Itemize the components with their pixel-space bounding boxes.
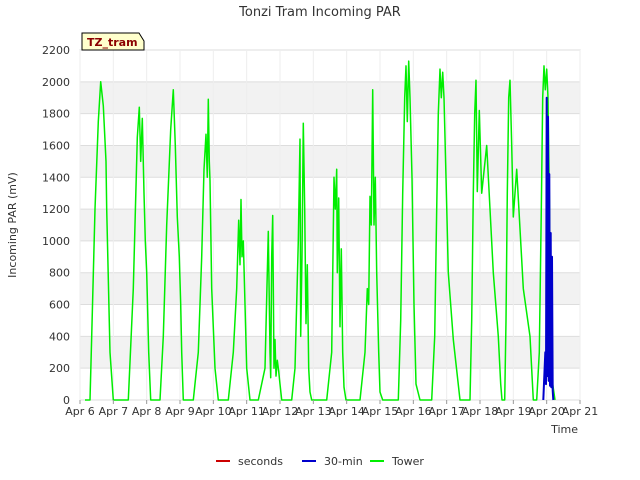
x-tick-label: Apr 10 [195,405,232,418]
x-tick-label: Apr 18 [462,405,499,418]
x-tick-label: Apr 21 [562,405,599,418]
y-tick-label: 400 [49,330,70,343]
grid-band [80,145,580,178]
legend-label: Tower [391,455,424,468]
series-line-tower [85,60,556,401]
y-axis-title: Incoming PAR (mV) [6,172,19,278]
y-tick-label: 2200 [42,44,70,57]
series-layer [85,60,556,401]
x-tick-label: Apr 11 [228,405,265,418]
grid-band [80,81,580,114]
x-tick-label: Apr 6 [65,405,95,418]
x-tick-label: Apr 15 [362,405,399,418]
x-tick-label: Apr 19 [495,405,532,418]
site-tag-label: TZ_tram [87,36,138,49]
y-tick-label: 200 [49,362,70,375]
x-tick-label: Apr 16 [395,405,432,418]
y-axis-ticks: 0 200 400 600 800 1000 1200 1400 1600 1800 2000 220… [42,44,70,407]
x-tick-label: Apr 9 [165,405,195,418]
y-tick-label: 0 [63,394,70,407]
x-tick-label: Apr 8 [132,405,162,418]
site-tag-box [81,32,145,51]
legend: seconds 30-min Tower [216,455,424,468]
grid-band [80,209,580,241]
x-tick-label: Apr 14 [328,405,365,418]
grid-bands [80,81,580,369]
y-tick-label: 1200 [42,203,70,216]
y-tick-label: 1400 [42,171,70,184]
y-tick-label: 1800 [42,108,70,121]
grid-band [80,272,580,305]
legend-label: seconds [238,455,283,468]
x-tick-label: Apr 7 [99,405,129,418]
x-tick-label: Apr 17 [428,405,465,418]
site-tag: TZ_tram [81,32,145,51]
legend-label: 30-min [324,455,363,468]
y-tick-label: 1000 [42,235,70,248]
series-line-30-min [542,96,555,401]
y-tick-label: 2000 [42,76,70,89]
x-tick-label: Apr 12 [262,405,299,418]
x-tick-label: Apr 20 [528,405,565,418]
y-tick-label: 600 [49,299,70,312]
x-axis-title: Time [550,423,578,436]
x-tick-label: Apr 13 [295,405,332,418]
y-tick-label: 800 [49,267,70,280]
y-tick-label: 1600 [42,139,70,152]
chart-title: Tonzi Tram Incoming PAR [238,5,401,20]
